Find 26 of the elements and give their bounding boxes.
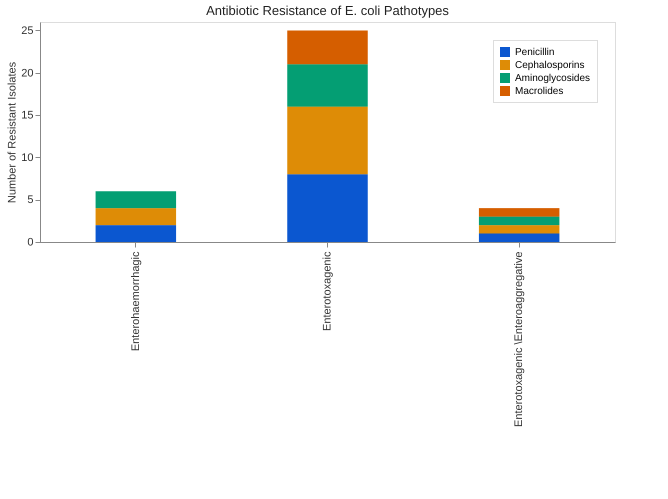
bar (96, 208, 176, 226)
bar (287, 106, 368, 174)
x-tick-label: Enterohaemorrhagic (130, 251, 142, 352)
y-tick-label: 15 (21, 110, 34, 122)
bar (287, 64, 368, 107)
bar (478, 216, 560, 226)
x-tick-label: Enterotoxagenic (322, 251, 334, 331)
y-tick-label: 5 (27, 194, 34, 206)
legend-label: Penicillin (515, 47, 554, 58)
y-axis-title: Number of Resistant Isolates (6, 61, 18, 204)
bar (96, 191, 176, 208)
x-tick-label: Enterotoxagenic \Enteroaggregative (513, 252, 526, 428)
legend-label: Aminoglycosides (515, 73, 590, 84)
bar (478, 234, 560, 242)
bar (287, 30, 368, 64)
y-tick-label: 10 (21, 152, 34, 164)
legend-label: Cephalosporins (515, 60, 584, 71)
bar (478, 225, 560, 234)
y-tick-label: 25 (21, 24, 34, 37)
bar (287, 174, 368, 242)
bar (478, 208, 560, 217)
y-tick-label: 20 (21, 67, 34, 80)
y-tick-label: 0 (27, 236, 34, 248)
chart-title: Antibiotic Resistance of E. coli Pathotypes (206, 3, 450, 18)
bar (96, 225, 176, 242)
legend-label: Macrolides (515, 86, 564, 97)
